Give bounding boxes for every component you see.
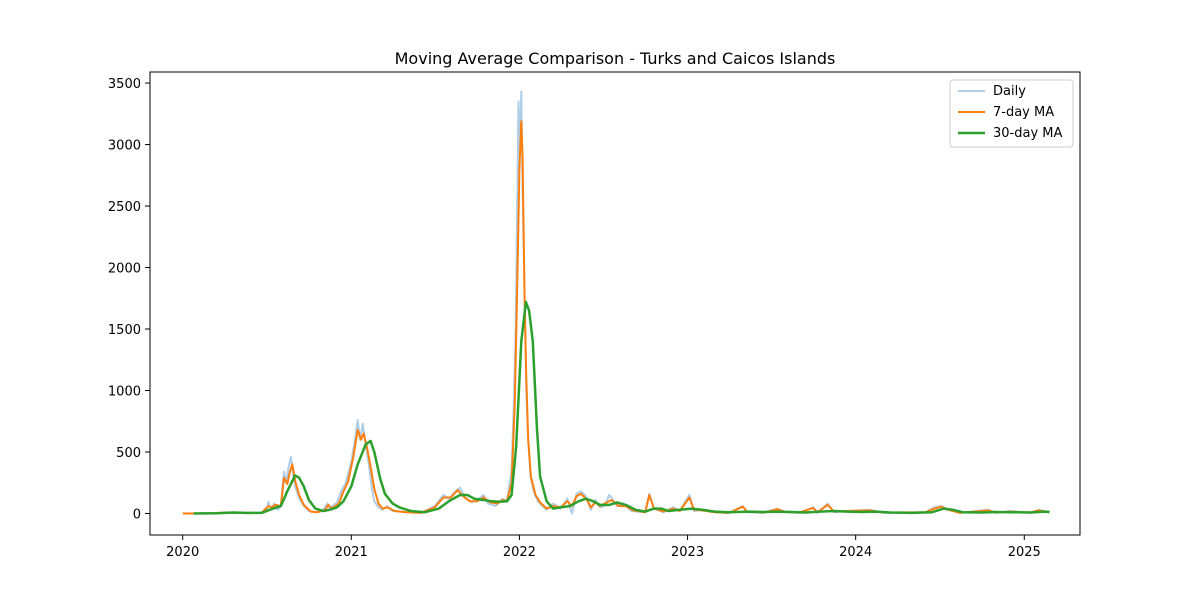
x-tick-label-2021: 2021 bbox=[335, 545, 368, 560]
y-tick-label-2500: 2500 bbox=[108, 200, 141, 215]
y-tick-label-2000: 2000 bbox=[108, 262, 141, 277]
series-line-30-day-ma bbox=[193, 300, 1050, 515]
x-tick-label-2022: 2022 bbox=[503, 545, 536, 560]
y-tick-label-3500: 3500 bbox=[108, 77, 141, 92]
x-axis: 2020 2021 2022 2023 2024 2025 bbox=[166, 535, 1041, 560]
y-tick-label-0: 0 bbox=[133, 507, 141, 522]
y-tick-label-1000: 1000 bbox=[108, 385, 141, 400]
series-layer bbox=[182, 90, 1050, 515]
y-tick-label-500: 500 bbox=[116, 446, 141, 461]
x-tick-label-2023: 2023 bbox=[671, 545, 704, 560]
legend-box bbox=[949, 79, 1074, 148]
legend-label-30-day-ma: 30-day MA bbox=[993, 126, 1062, 141]
x-tick-label-2020: 2020 bbox=[166, 545, 199, 560]
y-tick-label-1500: 1500 bbox=[108, 323, 141, 338]
plot-frame bbox=[149, 71, 1081, 536]
legend-label-daily: Daily bbox=[993, 84, 1026, 99]
plot-area bbox=[149, 71, 1081, 536]
y-axis: 0 500 1000 1500 2000 2500 3000 3500 bbox=[108, 77, 150, 522]
y-tick-label-3000: 3000 bbox=[108, 139, 141, 154]
x-tick-label-2025: 2025 bbox=[1008, 545, 1041, 560]
legend: Daily 7-day MA 30-day MA bbox=[949, 79, 1074, 148]
chart-title: Moving Average Comparison - Turks and Ca… bbox=[395, 49, 836, 68]
x-tick-label-2024: 2024 bbox=[839, 545, 872, 560]
legend-label-7-day-ma: 7-day MA bbox=[993, 105, 1054, 120]
